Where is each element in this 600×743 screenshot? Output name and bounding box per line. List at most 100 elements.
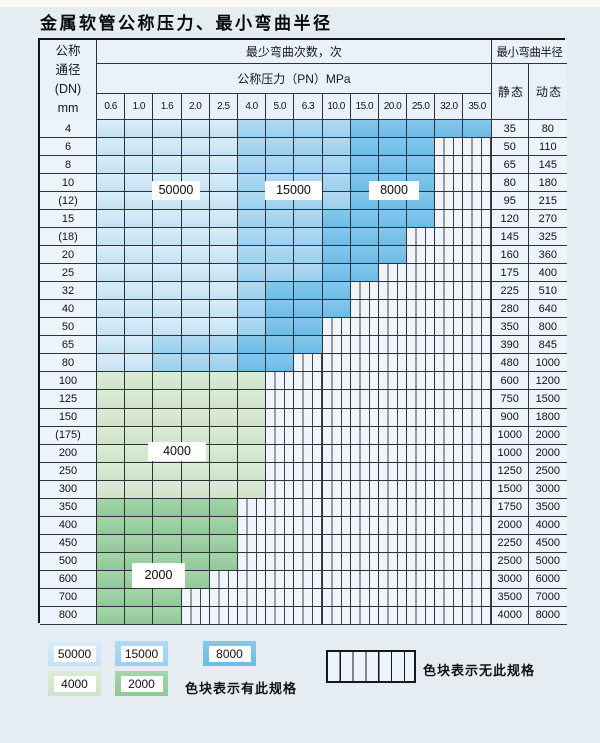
no-spec-cell xyxy=(350,552,379,571)
dynamic-radius-cell: 1200 xyxy=(528,372,567,391)
spec-cell-50000 xyxy=(181,120,210,139)
spec-cell-15000 xyxy=(294,120,323,139)
spec-cell-50000 xyxy=(125,120,154,139)
dynamic-radius-cell: 80 xyxy=(528,120,567,139)
spec-cell-8000 xyxy=(378,138,408,157)
spec-cell-15000 xyxy=(322,120,351,139)
no-spec-cell xyxy=(294,426,323,445)
legend-label-50000: 50000 xyxy=(53,645,96,662)
no-spec-cell xyxy=(407,534,436,553)
spec-cell-8000 xyxy=(322,228,351,247)
no-spec-cell xyxy=(463,156,492,175)
corner-line-3: (DN) xyxy=(54,82,82,96)
page-title: 金属软管公称压力、最小弯曲半径 xyxy=(40,14,333,34)
corner-header: 公称 通径 (DN) mm xyxy=(40,40,97,120)
no-spec-cell xyxy=(350,336,379,355)
no-spec-cell xyxy=(407,372,436,391)
spec-cell-50000 xyxy=(209,192,238,211)
spec-cell-2000 xyxy=(125,498,154,517)
spec-cell-8000 xyxy=(350,228,379,247)
legend-no-spec-swatch xyxy=(326,650,416,683)
zone-label-8000: 8000 xyxy=(369,181,419,200)
no-spec-cell xyxy=(322,444,351,463)
dn-cell: 700 xyxy=(40,588,97,607)
dn-cell: 6 xyxy=(40,138,97,157)
min-bend-radius-header: 最小弯曲半径 xyxy=(491,40,567,64)
spec-cell-50000 xyxy=(97,228,126,247)
dn-cell: 65 xyxy=(40,336,97,355)
spec-cell-15000 xyxy=(237,264,267,283)
no-spec-cell xyxy=(435,552,464,571)
no-spec-cell xyxy=(266,390,295,409)
legend-block-2000: 2000 xyxy=(115,671,168,696)
spec-cell-50000 xyxy=(181,138,210,157)
dn-cell: 20 xyxy=(40,246,97,265)
legend-has-spec-text: 色块表示有此规格 xyxy=(185,681,298,696)
static-radius-cell: 600 xyxy=(491,372,529,391)
spec-cell-4000 xyxy=(181,390,210,409)
dynamic-radius-cell: 2000 xyxy=(528,426,567,445)
no-spec-cell xyxy=(322,606,351,625)
dynamic-radius-cell: 845 xyxy=(528,336,567,355)
table-row: 250 1250 2500 xyxy=(40,462,567,481)
spec-cell-50000 xyxy=(181,318,210,337)
corner-line-2: 通径 xyxy=(55,63,81,77)
spec-cell-15000 xyxy=(294,210,323,229)
no-spec-cell xyxy=(237,570,267,589)
no-spec-cell xyxy=(294,372,323,391)
spec-cell-4000 xyxy=(237,390,267,409)
dn-cell: (12) xyxy=(40,192,97,211)
spec-cell-50000 xyxy=(209,300,238,319)
no-spec-cell xyxy=(266,588,295,607)
spec-cell-50000 xyxy=(153,282,182,301)
pressure-column-header: 25.0 xyxy=(407,94,436,120)
spec-cell-4000 xyxy=(97,462,126,481)
no-spec-cell xyxy=(266,444,295,463)
spec-cell-15000 xyxy=(237,300,267,319)
spec-cell-50000 xyxy=(97,354,126,373)
no-spec-cell xyxy=(378,444,408,463)
spec-cell-50000 xyxy=(209,318,238,337)
no-spec-cell xyxy=(237,534,267,553)
spec-cell-2000 xyxy=(125,606,154,625)
static-radius-cell: 350 xyxy=(491,318,529,337)
table-row: 400 2000 4000 xyxy=(40,516,567,535)
spec-cell-4000 xyxy=(153,372,182,391)
dynamic-radius-cell: 215 xyxy=(528,192,567,211)
dynamic-radius-cell: 510 xyxy=(528,282,567,301)
spec-cell-4000 xyxy=(181,480,210,499)
no-spec-cell xyxy=(407,516,436,535)
no-spec-cell xyxy=(322,408,351,427)
no-spec-cell xyxy=(463,408,492,427)
spec-cell-15000 xyxy=(153,336,182,355)
no-spec-cell xyxy=(378,480,408,499)
no-spec-cell xyxy=(237,606,267,625)
table-row: 800 4000 8000 xyxy=(40,606,567,625)
spec-cell-4000 xyxy=(209,390,238,409)
spec-cell-4000 xyxy=(153,390,182,409)
spec-cell-50000 xyxy=(153,156,182,175)
no-spec-cell xyxy=(407,444,436,463)
spec-cell-50000 xyxy=(125,264,154,283)
no-spec-cell xyxy=(407,588,436,607)
dynamic-radius-cell: 110 xyxy=(528,138,567,157)
table-row: 6 50 110 xyxy=(40,138,567,157)
spec-cell-50000 xyxy=(153,246,182,265)
spec-cell-15000 xyxy=(237,246,267,265)
no-spec-cell xyxy=(435,390,464,409)
no-spec-cell xyxy=(350,390,379,409)
spec-cell-8000 xyxy=(350,264,379,283)
dynamic-radius-cell: 1800 xyxy=(528,408,567,427)
spec-cell-15000 xyxy=(294,138,323,157)
no-spec-cell xyxy=(209,606,238,625)
spec-cell-8000 xyxy=(350,210,379,229)
no-spec-cell xyxy=(435,480,464,499)
no-spec-cell xyxy=(407,552,436,571)
spec-cell-15000 xyxy=(266,210,295,229)
spec-cell-15000 xyxy=(237,210,267,229)
static-radius-cell: 280 xyxy=(491,300,529,319)
dn-cell: 25 xyxy=(40,264,97,283)
spec-cell-15000 xyxy=(237,120,267,139)
dynamic-radius-cell: 7000 xyxy=(528,588,567,607)
no-spec-cell xyxy=(209,570,238,589)
